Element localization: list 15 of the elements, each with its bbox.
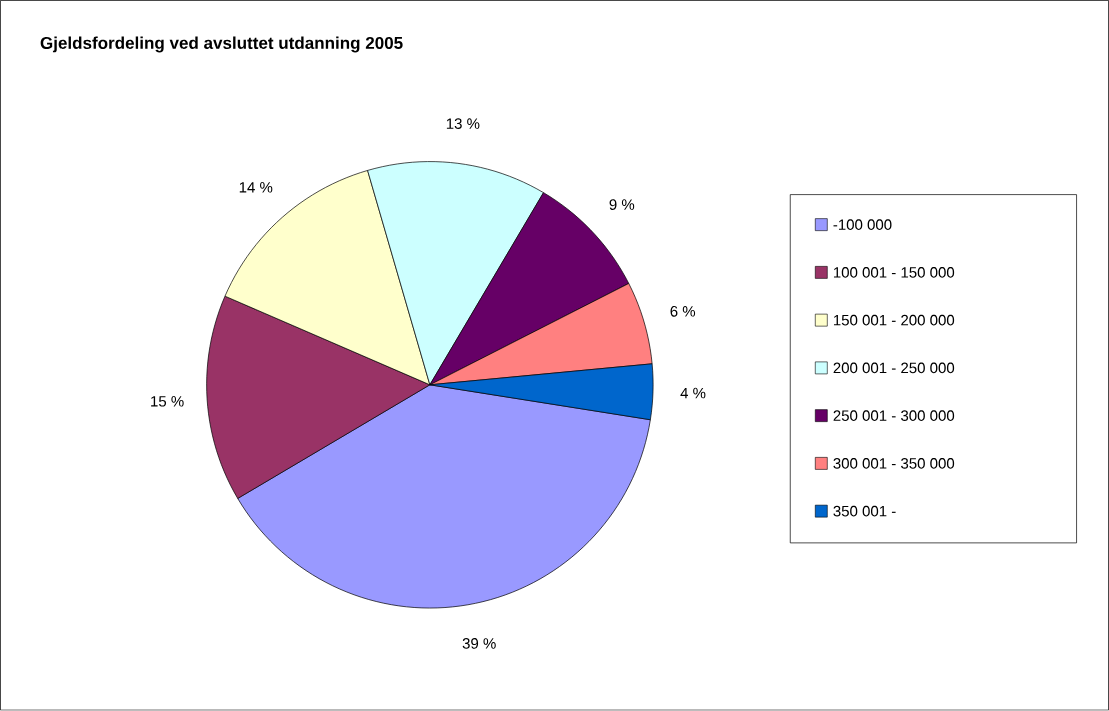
data-label: 13 %	[446, 118, 480, 130]
legend-label: 100 001 - 150 000	[833, 267, 955, 278]
legend-label: 350 001 -	[833, 506, 896, 517]
data-label: 39 %	[462, 638, 496, 649]
legend-label: 300 001 - 350 000	[833, 458, 955, 469]
data-label: 14 %	[239, 182, 273, 193]
legend-label: -100 000	[833, 219, 892, 231]
legend-label: 200 001 - 250 000	[833, 362, 955, 374]
data-label: 15 %	[151, 396, 184, 407]
legend-label: 250 001 - 300 000	[833, 410, 955, 422]
data-label: 4 %	[680, 388, 706, 399]
chart-title: Gjeldsfordeling ved avsluttet utdanning 2005	[40, 36, 403, 53]
data-label: 9 %	[609, 199, 635, 211]
data-label: 6 %	[670, 306, 696, 317]
legend-label: 150 001 - 200 000	[833, 315, 955, 326]
